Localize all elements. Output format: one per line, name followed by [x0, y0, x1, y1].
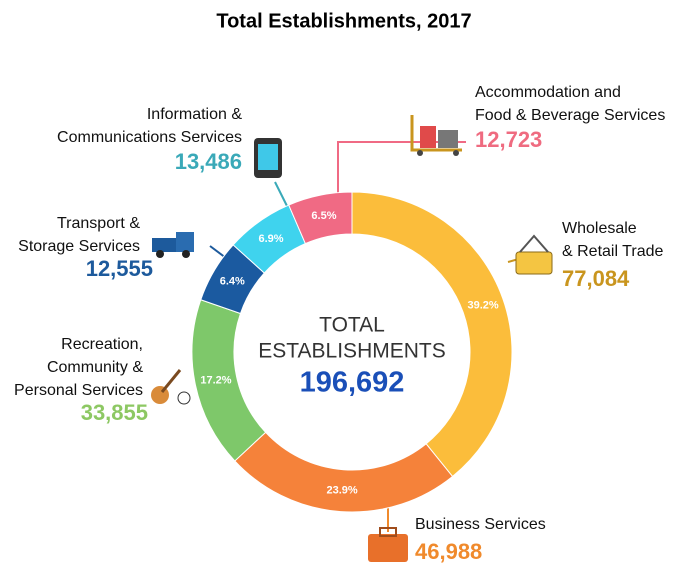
category-label: Community &	[47, 359, 143, 376]
icon-suitcase	[368, 527, 408, 562]
total-value: 196,692	[300, 367, 405, 399]
value-label: 46,988	[415, 539, 482, 564]
donut-slice	[288, 191, 353, 245]
icon-luggage-cart	[410, 115, 462, 156]
percent-label: 39.2%	[467, 300, 498, 312]
value-label: 12,555	[86, 256, 153, 281]
category-label: Wholesale	[562, 220, 637, 237]
category-label: Information &	[147, 106, 242, 123]
category-label: Communications Services	[57, 129, 242, 146]
icon-guitar	[151, 369, 191, 405]
category-label: Accommodation and	[475, 84, 621, 101]
value-label: 13,486	[175, 149, 242, 174]
donut-slice	[351, 191, 513, 478]
icon-basket	[515, 234, 553, 275]
category-label: Recreation,	[61, 336, 143, 353]
icon-tablet	[254, 138, 282, 178]
category-label: & Retail Trade	[562, 243, 663, 260]
category-label: Transport &	[57, 215, 140, 232]
value-label: 12,723	[475, 127, 542, 152]
value-label: 33,855	[81, 400, 148, 425]
center-label: ESTABLISHMENTS	[258, 340, 445, 363]
category-label: Food & Beverage Services	[475, 107, 665, 124]
center-label: TOTAL	[319, 314, 385, 337]
value-label: 77,084	[562, 266, 630, 291]
leader-line	[209, 245, 227, 259]
donut-slice	[234, 431, 454, 513]
chart-title: Total Establishments, 2017	[216, 10, 471, 32]
percent-label: 23.9%	[326, 485, 357, 497]
percent-label: 17.2%	[200, 375, 231, 387]
category-label: Storage Services	[18, 238, 140, 255]
percent-label: 6.9%	[258, 233, 283, 245]
percent-label: 6.5%	[311, 210, 336, 222]
icon-truck	[152, 232, 194, 258]
category-label: Business Services	[415, 516, 546, 533]
percent-label: 6.4%	[220, 275, 245, 287]
category-label: Personal Services	[14, 382, 143, 399]
